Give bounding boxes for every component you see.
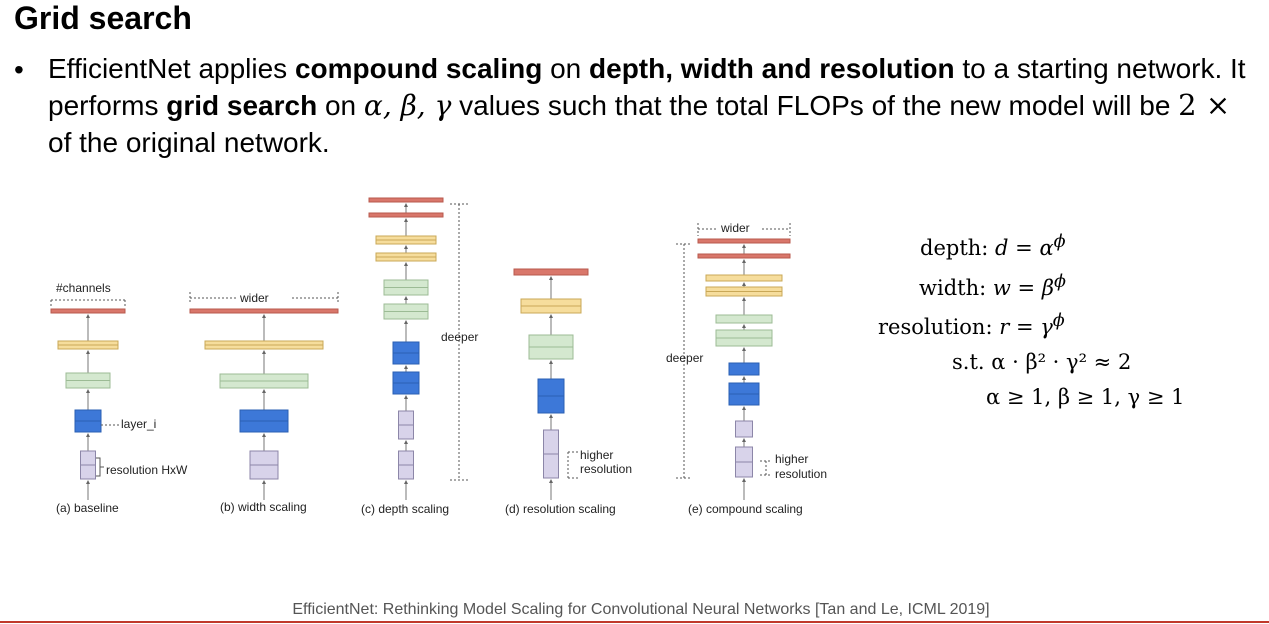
caption-depth-scaling: (c) depth scaling (361, 502, 449, 516)
scaling-diagram: #channels layer_i resolution HxW wider d… (50, 197, 827, 516)
slide-title: Grid search (14, 0, 192, 36)
eq-resolution-exp: ϕ (1052, 311, 1065, 331)
layer-compound-1 (697, 253, 791, 259)
eq-width-exp: ϕ (1053, 272, 1066, 292)
deeper-label-e: deeper (666, 351, 703, 365)
caption-width-scaling: (b) width scaling (220, 500, 307, 514)
layer-compound-4 (715, 314, 773, 324)
bullet-bold-dimensions: depth, width and resolution (589, 53, 955, 84)
layer-width-0 (189, 308, 339, 314)
bottom-rule (0, 621, 1269, 623)
layer-compound-2 (705, 274, 783, 282)
layer-resolution-0 (513, 268, 589, 276)
caption-resolution-scaling: (d) resolution scaling (505, 502, 616, 516)
eq-width-label: width: (919, 276, 987, 300)
bullet-marker: • (14, 54, 24, 85)
layer-depth-0 (368, 197, 444, 203)
eq-resolution-label: resolution: (878, 315, 993, 339)
caption-baseline: (a) baseline (56, 501, 119, 515)
resolution-hxw-label: resolution HxW (106, 463, 188, 477)
deeper-label-c: deeper (441, 330, 478, 344)
caption-compound-scaling: (e) compound scaling (688, 502, 803, 516)
eq-depth-exp: ϕ (1053, 232, 1066, 252)
layer-compound-8 (735, 420, 753, 438)
bullet-part1: EfficientNet applies (48, 53, 295, 84)
resolution-brace (96, 457, 104, 477)
bullet-part5: values such that the total FLOPs of the … (451, 90, 1179, 121)
higher-label-e: higher (775, 452, 808, 466)
eq-resolution: resolution: r = γϕ (878, 311, 1065, 339)
bullet-bold-grid-search: grid search (166, 90, 318, 121)
eq-width-var: w (992, 276, 1011, 300)
bullet-text: EfficientNet applies compound scaling on… (48, 50, 1258, 161)
diagram-content (50, 197, 791, 500)
citation: EfficientNet: Rethinking Model Scaling f… (292, 601, 990, 618)
eq-width: width: w = βϕ (919, 272, 1066, 300)
layer-depth-1 (368, 212, 444, 218)
eq-depth: depth: d = αϕ (920, 232, 1066, 260)
bullet-part3: to a starting network. It performs (48, 53, 1246, 121)
eq-bounds: α ≥ 1, β ≥ 1, γ ≥ 1 (986, 385, 1185, 409)
eq-depth-var: d (995, 236, 1009, 260)
bullet-part4: on (317, 90, 364, 121)
eq-resolution-var: r (999, 315, 1010, 339)
eq-depth-base: α (1039, 236, 1054, 260)
bullet-bold-compound: compound scaling (294, 53, 543, 84)
layer-baseline-0 (50, 308, 126, 314)
layer-label: layer_i (121, 417, 156, 431)
eq-width-base: β (1041, 276, 1054, 300)
layer-compound-6 (728, 362, 760, 376)
bullet-part2: on (542, 53, 590, 84)
eq-depth-label: depth: (920, 236, 989, 260)
bullet-part6: of the original network. (48, 127, 330, 158)
layer-compound-0 (697, 238, 791, 244)
resolution-label-d: resolution (580, 462, 632, 476)
bullet-factor: 2 × (1178, 88, 1231, 122)
wider-label-e: wider (720, 221, 750, 235)
higher-label-d: higher (580, 448, 613, 462)
bullet-vars: α, β, γ (363, 89, 452, 122)
eq-constraint: s.t. α · β² · γ² ≈ 2 (952, 350, 1132, 374)
channels-label: #channels (56, 281, 111, 295)
resolution-label-e: resolution (775, 467, 827, 481)
wider-label-b: wider (239, 291, 269, 305)
eq-resolution-base: γ (1040, 315, 1053, 339)
